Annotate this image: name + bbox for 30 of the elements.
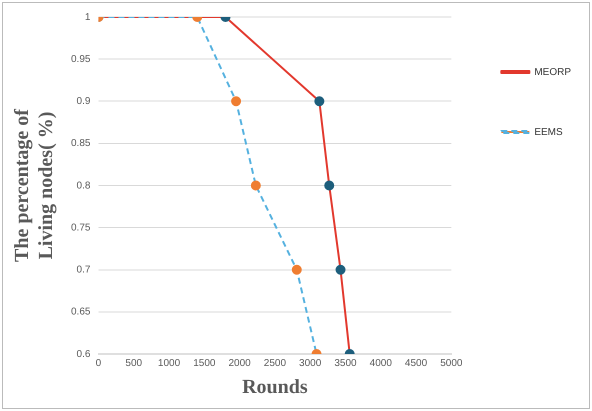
- x-tick-label: 0: [96, 358, 102, 369]
- x-tick-label: 4500: [404, 358, 428, 369]
- y-tick-label: 0.7: [76, 264, 91, 276]
- x-tick-label: 4000: [370, 358, 392, 369]
- x-axis-title: Rounds: [242, 376, 308, 398]
- point: [314, 96, 324, 106]
- x-tick-label: 500: [125, 358, 143, 369]
- x-tick-label: 2000: [228, 358, 252, 369]
- x-tick-label: 2500: [264, 358, 286, 369]
- y-tick-label: 0.95: [70, 54, 91, 65]
- y-tick-label: 0.75: [70, 222, 91, 234]
- x-tick-label: 1500: [193, 358, 216, 369]
- point: [336, 264, 346, 275]
- x-tick-label: 1000: [158, 358, 181, 369]
- x-tick-label: 5000: [440, 358, 463, 369]
- y-tick-label: 0.6: [76, 348, 91, 360]
- y-tick-label: 0.8: [76, 180, 91, 192]
- point: [231, 96, 242, 106]
- point: [292, 264, 302, 275]
- y-tick-label: 0.9: [76, 96, 91, 107]
- y-tick-label: 1: [84, 12, 91, 23]
- legend-label: EEMS: [534, 126, 563, 138]
- y-axis-title: The percentage of Living nodes( %): [11, 108, 58, 262]
- point: [324, 180, 334, 190]
- x-tick-label: 3500: [334, 358, 358, 369]
- legend-label: MEORP: [534, 66, 572, 78]
- x-tick-label: 3000: [299, 358, 322, 369]
- y-tick-label: 0.65: [70, 306, 91, 318]
- point: [250, 180, 261, 190]
- y-tick-label: 0.85: [70, 138, 91, 150]
